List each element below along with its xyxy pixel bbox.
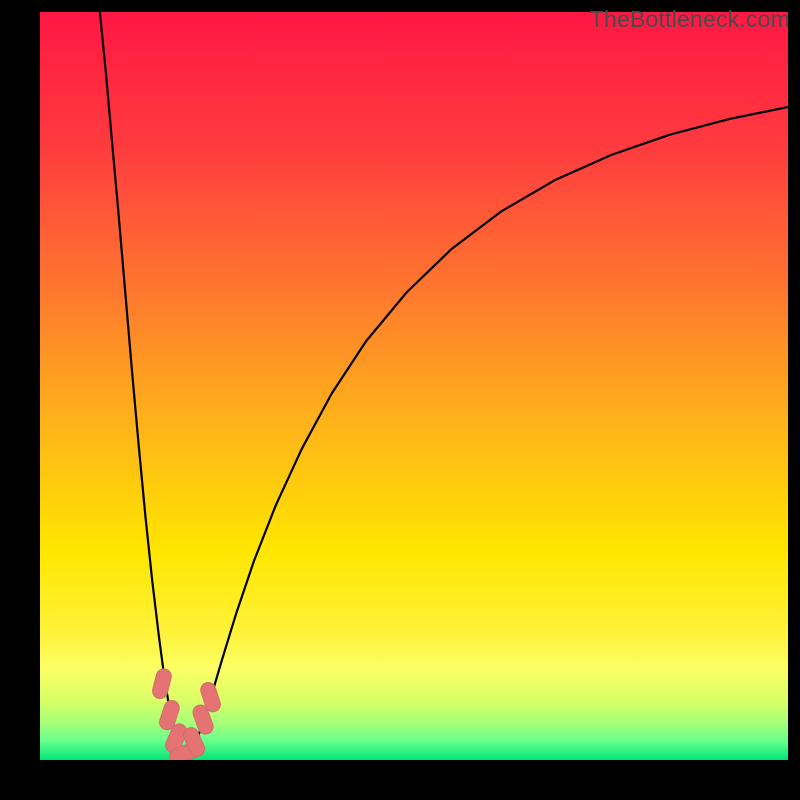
bottleneck-curve-chart (0, 0, 800, 800)
chart-container: TheBottleneck.com (0, 0, 800, 800)
plot-background-gradient (40, 12, 788, 760)
watermark-text: TheBottleneck.com (590, 6, 790, 33)
